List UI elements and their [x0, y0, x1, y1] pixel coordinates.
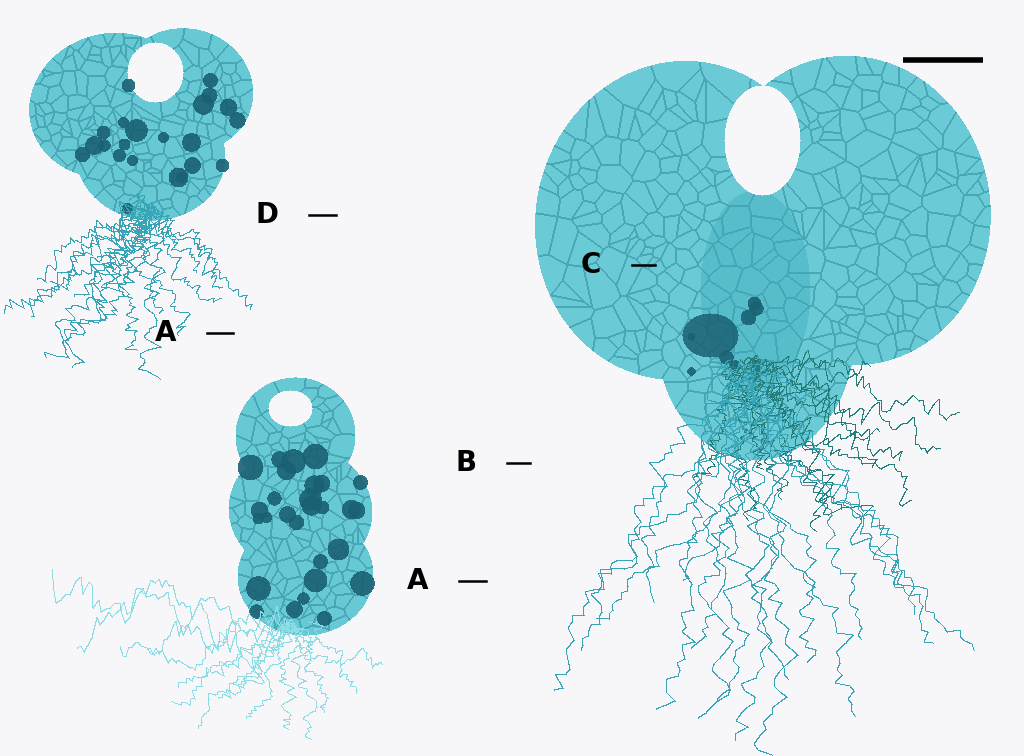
Text: C: C	[581, 250, 601, 279]
Text: A: A	[407, 566, 428, 595]
Text: D: D	[256, 201, 279, 230]
Text: A: A	[155, 318, 176, 347]
Text: B: B	[455, 448, 476, 477]
